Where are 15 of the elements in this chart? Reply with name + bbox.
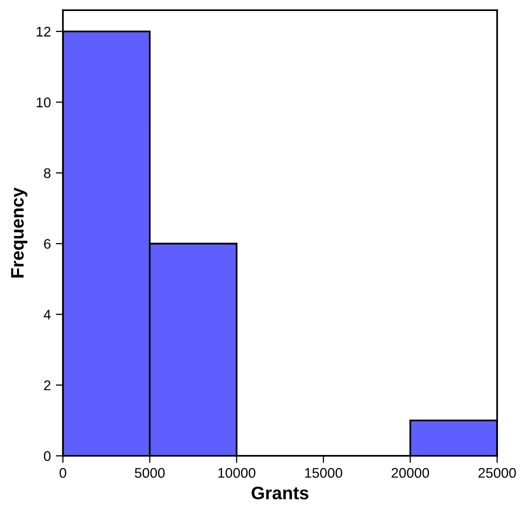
- y-tick-label: 4: [44, 310, 51, 320]
- x-tick-label: 0: [60, 468, 66, 478]
- y-axis-title: Frequency: [11, 187, 28, 278]
- x-tick-label: 15000: [305, 468, 342, 478]
- x-axis-title: Grants: [252, 486, 308, 500]
- x-tick-label: 25000: [478, 468, 516, 478]
- y-tick-label: 6: [44, 238, 51, 249]
- y-tick-label: 2: [44, 380, 50, 390]
- y-tick-label: 10: [36, 98, 51, 108]
- x-tick-label: 10000: [218, 468, 256, 478]
- x-tick-label: 20000: [392, 468, 430, 478]
- y-tick-label: 12: [36, 26, 50, 36]
- y-tick-label: 8: [44, 168, 51, 178]
- x-tick-label: 5000: [134, 468, 165, 478]
- y-tick-label: 0: [44, 451, 51, 461]
